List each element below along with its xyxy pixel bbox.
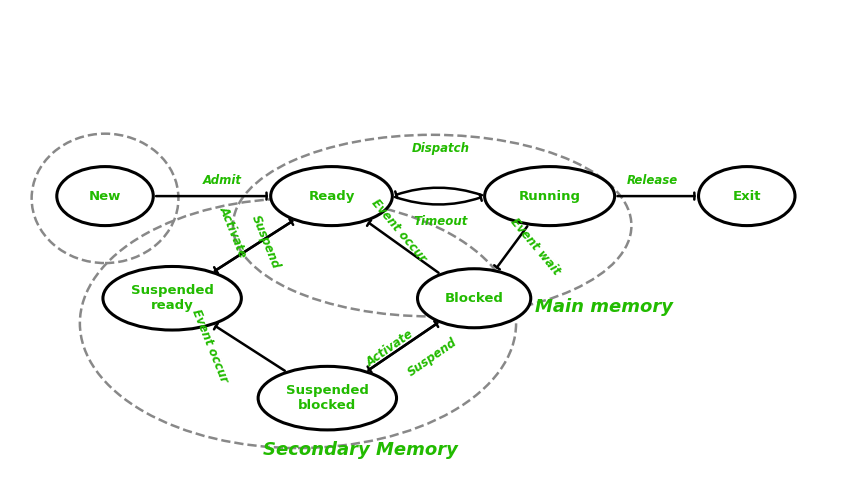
Ellipse shape [56, 167, 153, 226]
Text: Suspended
blocked: Suspended blocked [286, 384, 369, 412]
Ellipse shape [103, 267, 241, 330]
Text: Suspend: Suspend [248, 213, 282, 270]
Text: Dispatch: Dispatch [412, 142, 470, 155]
Text: Running: Running [519, 190, 580, 202]
Text: Admit: Admit [203, 174, 242, 187]
Text: New: New [89, 190, 122, 202]
Ellipse shape [259, 366, 396, 430]
Text: Suspended
ready: Suspended ready [131, 284, 214, 312]
Ellipse shape [484, 167, 615, 226]
Text: Exit: Exit [733, 190, 761, 202]
Text: Release: Release [627, 174, 679, 187]
Ellipse shape [270, 167, 392, 226]
Text: Event occur: Event occur [369, 196, 429, 264]
Text: Activate: Activate [217, 205, 250, 260]
Ellipse shape [418, 269, 531, 328]
Text: Event occur: Event occur [189, 307, 230, 384]
Text: Activate: Activate [364, 327, 416, 369]
Text: Secondary Memory: Secondary Memory [264, 441, 458, 459]
Text: Timeout: Timeout [413, 214, 467, 227]
Text: Ready: Ready [308, 190, 354, 202]
Text: Main memory: Main memory [535, 298, 673, 316]
Ellipse shape [698, 167, 795, 226]
Text: Suspend: Suspend [405, 336, 460, 379]
Text: Event wait: Event wait [508, 216, 563, 278]
Text: Blocked: Blocked [445, 292, 503, 305]
